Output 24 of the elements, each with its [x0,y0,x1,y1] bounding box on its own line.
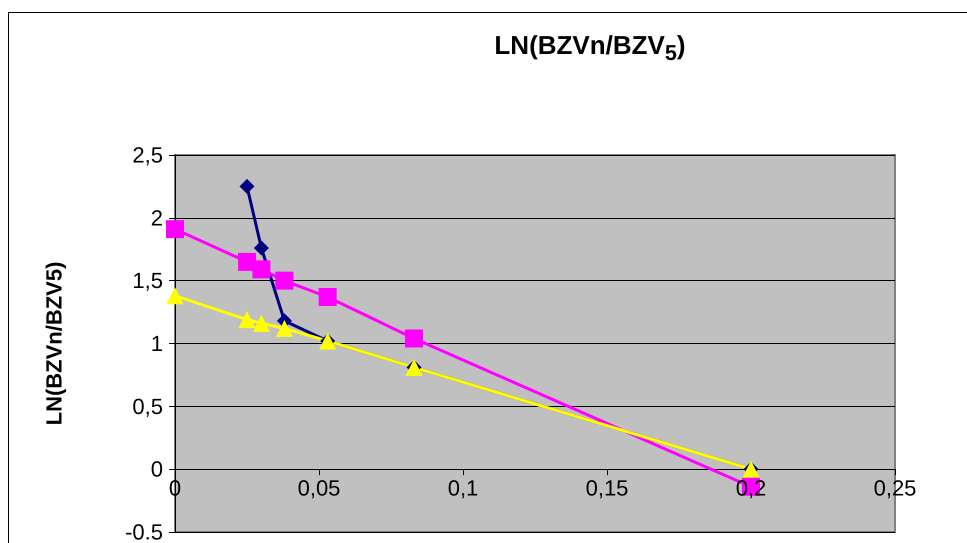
point [252,314,270,332]
y-tick-label: 1 [150,331,163,356]
x-tick-label: 0,15 [586,476,628,501]
x-tick-label: 0,05 [298,476,340,501]
point [240,178,254,194]
point [166,220,184,238]
chart-title: LN(BZVn/BZV$_{5}$) [493,30,687,66]
point [238,311,256,328]
y-tick-label: -0.5 [125,520,163,543]
y-axis-title: LN(BZVn/BZV5) [42,262,66,426]
point [252,260,270,278]
point [166,287,184,304]
point [254,240,269,256]
y-tick-label: 0,5 [132,394,163,419]
point [275,272,294,290]
y-tick-label: 2 [150,205,163,230]
y-tick-label: 1,5 [132,268,163,294]
y-tick-label: 2,5 [132,142,163,168]
point [318,288,337,306]
point [405,329,424,348]
x-tick-label: 0,25 [874,476,916,501]
point [276,320,293,337]
y-tick-label: 0 [150,456,163,482]
x-tick-label: 0,1 [448,476,478,501]
